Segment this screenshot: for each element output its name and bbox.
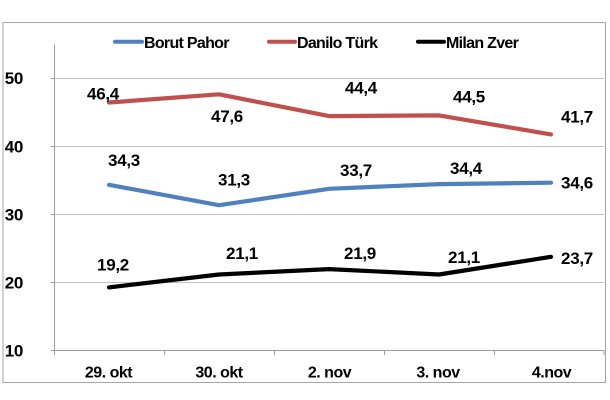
svg-text:10: 10 [5, 342, 23, 361]
svg-text:20: 20 [5, 274, 23, 293]
svg-text:Borut Pahor: Borut Pahor [144, 35, 229, 52]
svg-text:Milan Zver: Milan Zver [446, 35, 519, 52]
svg-text:31,3: 31,3 [218, 171, 250, 190]
svg-text:3. nov: 3. nov [416, 365, 460, 382]
svg-text:30: 30 [5, 206, 23, 225]
svg-text:34,4: 34,4 [450, 159, 483, 178]
svg-text:Danilo Türk: Danilo Türk [297, 35, 378, 52]
svg-text:34,3: 34,3 [108, 151, 140, 170]
svg-text:19,2: 19,2 [97, 256, 129, 275]
svg-text:40: 40 [5, 138, 23, 157]
svg-text:44,5: 44,5 [453, 88, 485, 107]
svg-text:34,6: 34,6 [561, 174, 593, 193]
svg-text:4.nov: 4.nov [532, 365, 572, 382]
svg-text:44,4: 44,4 [345, 79, 378, 98]
svg-text:47,6: 47,6 [211, 107, 243, 126]
svg-text:30. okt: 30. okt [195, 365, 243, 382]
svg-text:50: 50 [5, 69, 23, 88]
svg-text:21,9: 21,9 [344, 244, 376, 263]
svg-text:21,1: 21,1 [448, 248, 480, 267]
svg-text:29. okt: 29. okt [85, 365, 133, 382]
svg-text:46,4: 46,4 [87, 85, 120, 104]
svg-text:21,1: 21,1 [226, 244, 258, 263]
svg-text:2. nov: 2. nov [308, 365, 352, 382]
svg-text:33,7: 33,7 [340, 161, 372, 180]
svg-text:41,7: 41,7 [561, 108, 593, 127]
svg-text:23,7: 23,7 [561, 249, 593, 268]
